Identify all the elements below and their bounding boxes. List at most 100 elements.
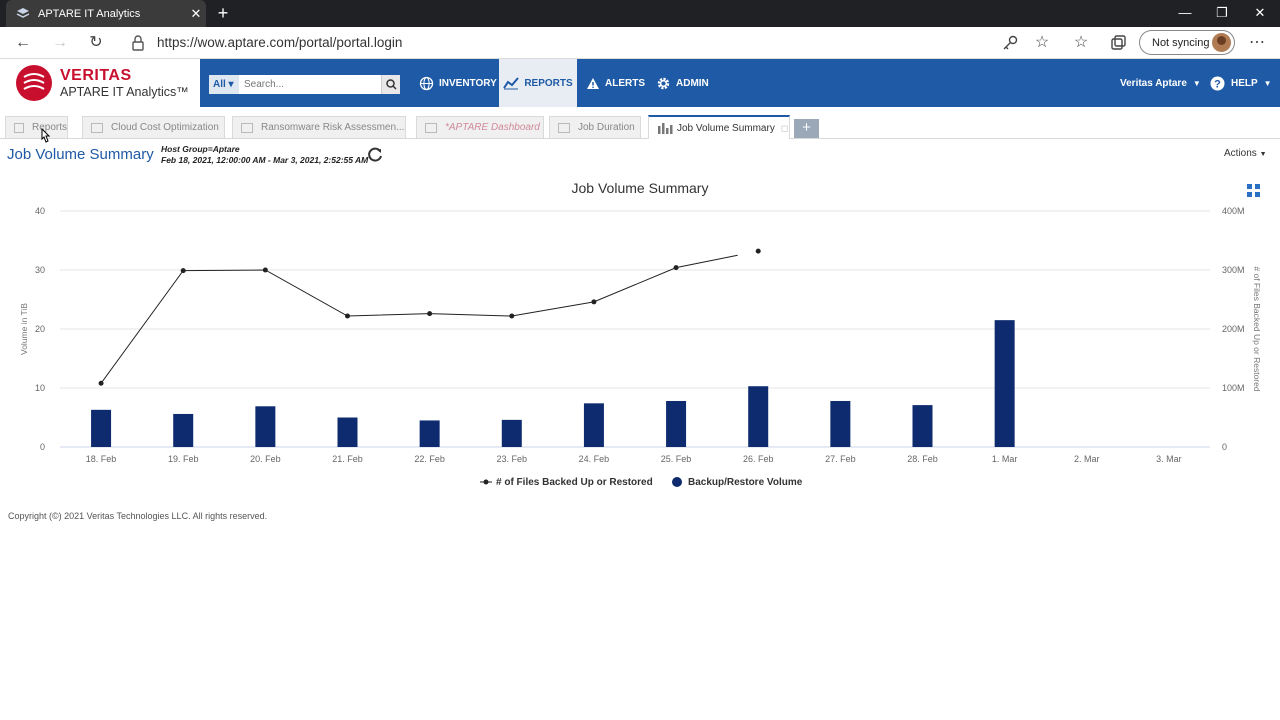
line-point: [180, 268, 186, 274]
browser-tab[interactable]: APTARE IT Analytics ✕: [6, 0, 206, 27]
y-right-axis-label: # of Files Backed Up or Restored: [1252, 266, 1262, 391]
nav-alerts[interactable]: ALERTS: [586, 59, 645, 107]
search-scope-label: All: [213, 79, 226, 90]
veritas-favicon-icon: [16, 7, 30, 18]
nav-reports-label: REPORTS: [524, 77, 573, 89]
x-tick-label: 27. Feb: [825, 454, 856, 464]
close-tab-icon[interactable]: ✕: [190, 5, 202, 21]
sync-label: Not syncing: [1152, 36, 1210, 49]
tab-cloud-cost[interactable]: Cloud Cost Optimization: [82, 116, 225, 138]
forward-arrow-icon[interactable]: →: [52, 34, 68, 51]
bar: [91, 409, 112, 447]
browser-titlebar: APTARE IT Analytics ✕ + — ❐ ✕: [0, 0, 1280, 27]
app-header: VERITAS APTARE IT Analytics™ All ▾ INVEN…: [0, 59, 1280, 107]
veritas-logo-icon: [16, 65, 52, 101]
x-tick-label: 19. Feb: [168, 454, 199, 464]
reports-icon: [14, 122, 24, 133]
y-left-tick-label: 20: [35, 324, 45, 334]
gear-icon: [657, 77, 670, 89]
close-window-button[interactable]: ✕: [1254, 5, 1266, 20]
x-tick-label: 24. Feb: [579, 454, 610, 464]
bar: [419, 420, 440, 447]
help-icon: ?: [1210, 76, 1225, 90]
y-right-tick-label: 300M: [1222, 265, 1245, 275]
tab-ransomware[interactable]: Ransomware Risk Assessmen...: [232, 116, 406, 138]
tab-reports[interactable]: Reports: [5, 116, 68, 138]
nav-reports[interactable]: REPORTS: [499, 59, 577, 107]
tab-label: *APTARE Dashboard: [445, 122, 540, 133]
bar: [255, 406, 276, 447]
nav-admin-label: ADMIN: [676, 77, 709, 89]
y-left-tick-label: 40: [35, 206, 45, 216]
restore-button[interactable]: ❐: [1216, 5, 1228, 20]
product-name: APTARE IT Analytics™: [60, 85, 189, 99]
line-point: [262, 267, 268, 273]
search-icon: [386, 79, 397, 90]
dashboard-icon: [91, 122, 103, 133]
actions-label: Actions: [1224, 148, 1257, 159]
tab-job-volume-summary[interactable]: Job Volume Summary ◻: [648, 115, 790, 139]
search-scope-dropdown[interactable]: All ▾: [209, 75, 239, 94]
legend-item-volume: Backup/Restore Volume: [688, 477, 803, 488]
browser-address-bar: ← → ↻ https://wow.aptare.com/portal/port…: [0, 27, 1280, 59]
line-point: [509, 313, 515, 319]
nav-alerts-label: ALERTS: [605, 77, 645, 89]
more-menu-icon[interactable]: ⋯: [1249, 34, 1265, 51]
legend-line-dot: [483, 479, 489, 485]
new-tab-button[interactable]: +: [217, 3, 229, 23]
x-tick-label: 22. Feb: [414, 454, 445, 464]
avatar: [1212, 33, 1231, 52]
y-right-tick-label: 100M: [1222, 383, 1245, 393]
line-point: [98, 380, 104, 386]
browser-tab-title: APTARE IT Analytics: [38, 7, 141, 20]
reload-icon[interactable]: ↻: [89, 34, 103, 51]
collections-icon[interactable]: [1106, 31, 1130, 55]
add-tab-button[interactable]: +: [794, 119, 819, 138]
tab-label: Reports: [31, 122, 67, 133]
chart-line-icon: [503, 77, 520, 90]
x-tick-label: 23. Feb: [497, 454, 528, 464]
add-favorite-icon[interactable]: ☆: [1034, 34, 1050, 51]
refresh-icon[interactable]: [366, 146, 384, 164]
bar: [501, 419, 522, 447]
profile-sync-button[interactable]: Not syncing: [1139, 30, 1235, 55]
y-right-tick-label: 200M: [1222, 324, 1245, 334]
minimize-button[interactable]: —: [1178, 5, 1192, 20]
page-title: Job Volume Summary: [7, 146, 154, 163]
bar: [748, 386, 769, 447]
bar: [583, 403, 604, 447]
search-button[interactable]: [381, 75, 400, 94]
chevron-down-icon: ▼: [1263, 78, 1272, 88]
brand-name: VERITAS: [60, 67, 132, 84]
x-tick-label: 1. Mar: [992, 454, 1018, 464]
nav-inventory[interactable]: INVENTORY: [419, 59, 497, 107]
close-tab-icon[interactable]: ◻: [780, 122, 789, 133]
legend-bar-marker: [672, 477, 682, 487]
tab-label: Cloud Cost Optimization: [111, 122, 219, 133]
nav-admin[interactable]: ADMIN: [656, 59, 709, 107]
y-left-axis-label: Volume in TiB: [19, 303, 29, 355]
help-menu[interactable]: ? HELP ▼: [1210, 59, 1272, 107]
line-point: [755, 248, 761, 254]
tab-aptare-dashboard[interactable]: *APTARE Dashboard: [416, 116, 544, 138]
x-tick-label: 26. Feb: [743, 454, 774, 464]
back-arrow-icon[interactable]: ←: [15, 34, 31, 51]
x-tick-label: 18. Feb: [86, 454, 117, 464]
key-icon[interactable]: [998, 31, 1022, 55]
user-menu[interactable]: Veritas Aptare ▼: [1120, 59, 1201, 107]
user-name: Veritas Aptare: [1120, 77, 1187, 89]
lock-icon[interactable]: [126, 31, 150, 55]
favorites-icon[interactable]: ☆: [1073, 34, 1089, 51]
bar: [173, 413, 194, 447]
line-point: [345, 313, 350, 319]
chart-icon: [558, 122, 570, 133]
actions-menu[interactable]: Actions ▼: [1224, 148, 1267, 159]
svg-text:?: ?: [1214, 78, 1221, 90]
bar-chart-icon: [658, 123, 673, 134]
expand-icon[interactable]: [1247, 184, 1260, 197]
tab-job-duration[interactable]: Job Duration: [549, 116, 641, 138]
search-input[interactable]: [239, 75, 381, 94]
x-tick-label: 28. Feb: [907, 454, 938, 464]
series-line: [100, 254, 738, 384]
url-field[interactable]: https://wow.aptare.com/portal/portal.log…: [157, 35, 403, 50]
